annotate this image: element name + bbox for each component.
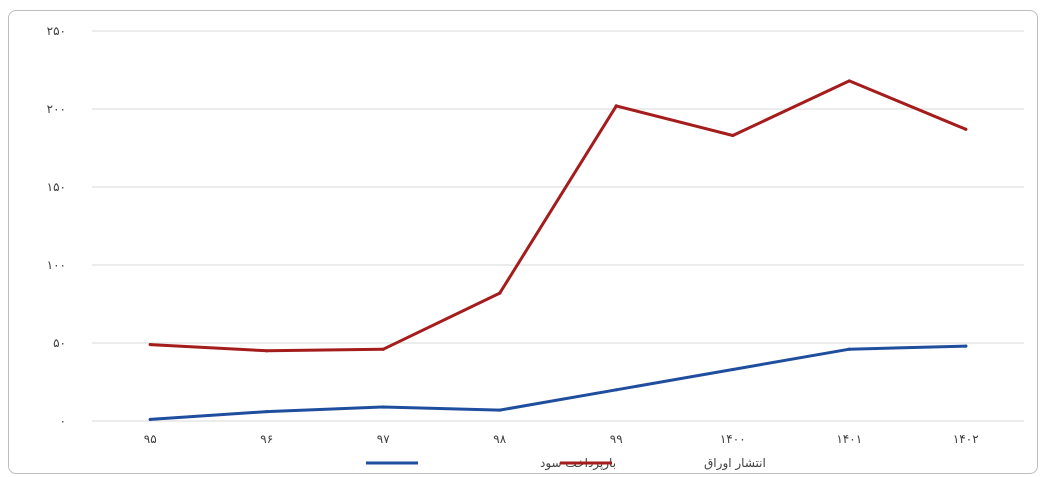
- y-tick-label: ۱۵۰: [47, 180, 66, 194]
- data-point: [148, 342, 152, 347]
- gridlines: [92, 30, 1024, 422]
- series-line-1: [148, 79, 968, 353]
- y-tick-label: ۱۰۰: [47, 258, 66, 272]
- data-point: [964, 344, 968, 348]
- x-tick-label: ۹۸: [493, 432, 506, 446]
- y-tick-label: ۲۰۰: [47, 102, 66, 116]
- y-tick-label: ۵۰: [53, 336, 66, 350]
- data-point: [614, 104, 618, 108]
- data-point: [847, 347, 851, 351]
- data-point: [847, 79, 851, 83]
- legend: بازپرداخت سود انتشار اوراق: [366, 456, 766, 471]
- data-point: [614, 388, 618, 392]
- data-point: [731, 133, 735, 138]
- x-tick-label: ۹۹: [610, 432, 623, 446]
- x-tick-label: ۹۶: [260, 432, 273, 446]
- data-point: [498, 291, 502, 295]
- data-point: [964, 127, 968, 131]
- series-line-0: [148, 344, 968, 421]
- x-tick-label: ۱۴۰۰: [720, 432, 746, 446]
- x-tick-label: ۹۷: [377, 432, 390, 446]
- y-axis-ticks: ۰ ۵۰ ۱۰۰ ۱۵۰ ۲۰۰ ۲۵۰: [47, 24, 66, 428]
- data-point: [265, 349, 269, 353]
- x-tick-label: ۱۴۰۱: [836, 432, 862, 446]
- y-tick-label: ۲۵۰: [47, 24, 66, 38]
- data-point: [265, 410, 269, 414]
- data-point: [498, 408, 502, 412]
- legend-label-1: انتشار اوراق: [704, 456, 766, 471]
- y-tick-label: ۰: [60, 414, 66, 428]
- series-lines: [148, 79, 968, 422]
- x-tick-label: ۹۵: [144, 432, 157, 446]
- x-axis-ticks: ۹۵ ۹۶ ۹۷ ۹۸ ۹۹ ۱۴۰۰ ۱۴۰۱ ۱۴۰۲: [144, 432, 979, 446]
- data-point: [381, 405, 385, 409]
- data-point: [381, 347, 385, 351]
- data-point: [148, 417, 152, 422]
- x-tick-label: ۱۴۰۲: [953, 432, 979, 446]
- data-point: [731, 367, 735, 372]
